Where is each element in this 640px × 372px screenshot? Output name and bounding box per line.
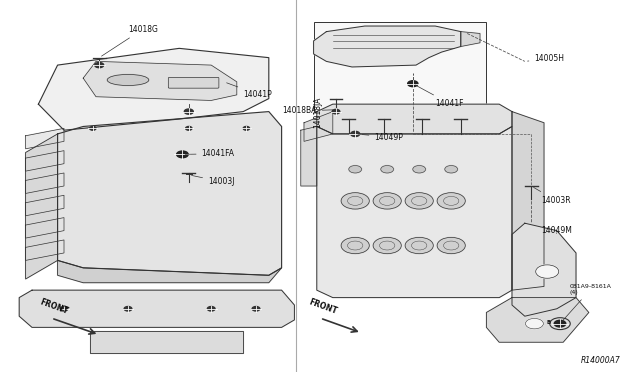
FancyBboxPatch shape: [168, 77, 219, 88]
Circle shape: [525, 318, 543, 329]
Text: 14041FA: 14041FA: [185, 149, 235, 158]
Circle shape: [341, 193, 369, 209]
Polygon shape: [26, 173, 64, 193]
Circle shape: [341, 237, 369, 254]
Circle shape: [252, 307, 260, 311]
Polygon shape: [317, 126, 512, 298]
Polygon shape: [512, 223, 576, 316]
Circle shape: [177, 151, 188, 158]
Circle shape: [351, 131, 360, 137]
Polygon shape: [26, 128, 64, 149]
Ellipse shape: [107, 74, 149, 86]
Polygon shape: [26, 134, 58, 279]
Circle shape: [60, 307, 68, 311]
FancyBboxPatch shape: [314, 22, 486, 112]
Circle shape: [405, 237, 433, 254]
Circle shape: [554, 320, 566, 327]
Polygon shape: [304, 112, 333, 141]
Polygon shape: [58, 260, 282, 283]
Polygon shape: [486, 298, 589, 342]
Circle shape: [186, 126, 192, 130]
Text: 14005H: 14005H: [527, 54, 564, 63]
Circle shape: [413, 166, 426, 173]
Circle shape: [95, 62, 104, 68]
Polygon shape: [512, 112, 544, 290]
Text: 14018JA: 14018JA: [314, 97, 323, 128]
Text: B: B: [547, 320, 550, 326]
Circle shape: [184, 109, 193, 114]
Circle shape: [243, 126, 250, 130]
Circle shape: [90, 126, 96, 130]
Polygon shape: [90, 331, 243, 353]
Text: FRONT: FRONT: [38, 298, 69, 316]
Text: FRONT: FRONT: [307, 298, 338, 316]
Polygon shape: [58, 112, 282, 275]
Polygon shape: [26, 151, 64, 171]
Text: 14041P: 14041P: [227, 83, 272, 99]
Circle shape: [445, 166, 458, 173]
Text: 14003R: 14003R: [534, 187, 570, 205]
Circle shape: [373, 193, 401, 209]
Text: 14041F: 14041F: [415, 85, 464, 108]
Polygon shape: [26, 195, 64, 216]
Polygon shape: [26, 218, 64, 238]
Circle shape: [332, 109, 340, 114]
Text: 14049P: 14049P: [358, 132, 403, 141]
Polygon shape: [301, 126, 317, 186]
Circle shape: [536, 265, 559, 278]
Text: 14018BA: 14018BA: [282, 106, 333, 115]
Text: 14049M: 14049M: [541, 225, 572, 234]
Text: 14003J: 14003J: [191, 176, 234, 186]
Polygon shape: [19, 290, 294, 327]
Text: R14000A7: R14000A7: [581, 356, 621, 365]
Circle shape: [381, 166, 394, 173]
Polygon shape: [314, 26, 461, 67]
Polygon shape: [26, 240, 64, 260]
Text: 14018G: 14018G: [102, 25, 158, 56]
Polygon shape: [461, 32, 480, 46]
Circle shape: [405, 193, 433, 209]
Circle shape: [373, 237, 401, 254]
Circle shape: [408, 81, 418, 87]
Circle shape: [207, 307, 215, 311]
Polygon shape: [38, 48, 269, 130]
Circle shape: [124, 307, 132, 311]
Circle shape: [437, 193, 465, 209]
Polygon shape: [317, 104, 512, 134]
Text: 081A9-8161A
(4): 081A9-8161A (4): [562, 284, 611, 321]
Circle shape: [349, 166, 362, 173]
Polygon shape: [83, 61, 237, 100]
Circle shape: [437, 237, 465, 254]
